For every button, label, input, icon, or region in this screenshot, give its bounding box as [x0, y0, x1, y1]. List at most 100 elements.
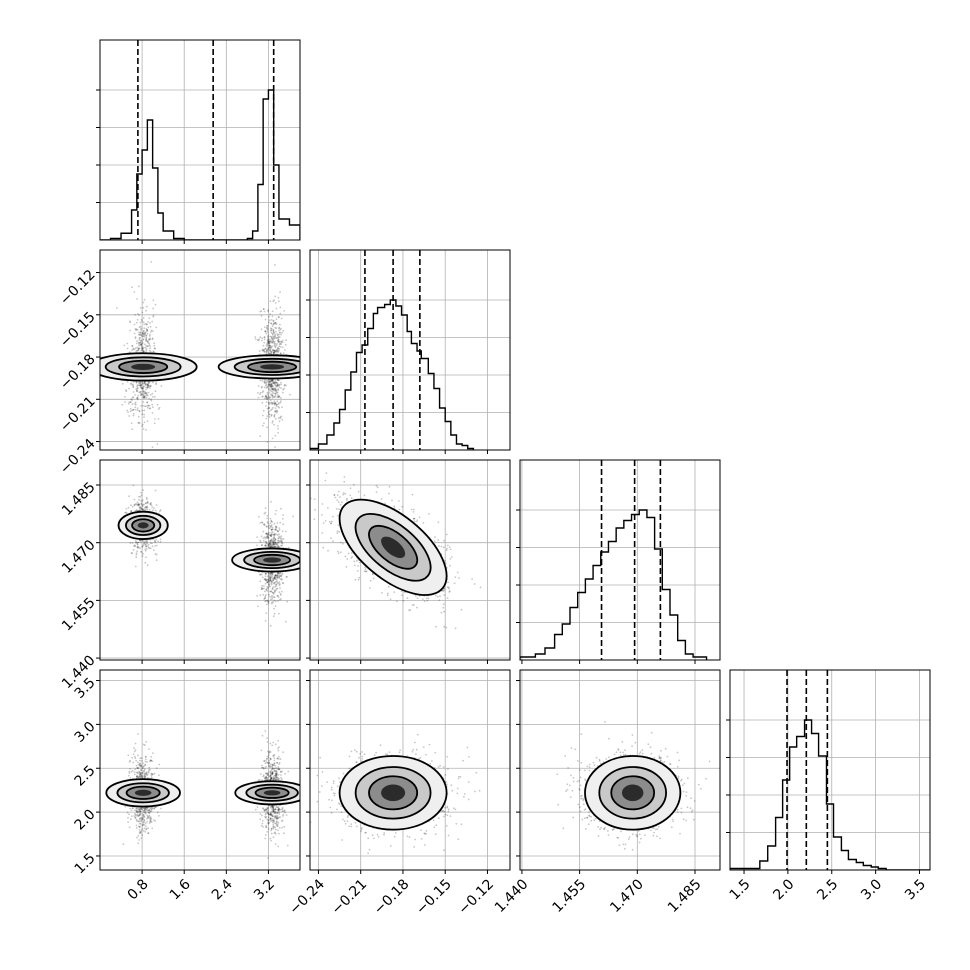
sample-point — [279, 540, 281, 543]
sample-point — [268, 585, 271, 588]
sample-point — [266, 579, 268, 582]
sample-point — [270, 385, 272, 388]
sample-point — [261, 584, 264, 587]
sample-point — [285, 339, 287, 342]
sample-point — [271, 807, 274, 809]
sample-point — [281, 391, 284, 394]
sample-point — [267, 536, 270, 539]
sample-point — [269, 818, 272, 820]
sample-point — [160, 385, 163, 387]
sample-point — [151, 542, 153, 545]
sample-point — [159, 509, 162, 512]
sample-point — [138, 832, 141, 834]
sample-point — [145, 337, 148, 340]
sample-point — [272, 322, 275, 325]
sample-point — [273, 577, 276, 579]
sample-point — [321, 514, 323, 516]
sample-point — [449, 558, 452, 560]
sample-point — [272, 825, 275, 827]
sample-point — [131, 344, 134, 347]
sample-point — [411, 493, 414, 496]
sample-point — [272, 538, 275, 541]
sample-point — [132, 391, 135, 393]
sample-point — [145, 323, 148, 326]
sample-point — [265, 600, 268, 602]
sample-point — [147, 404, 149, 407]
sample-point — [264, 776, 266, 779]
sample-point — [131, 542, 134, 544]
sample-point — [258, 515, 260, 518]
sample-point — [263, 326, 266, 328]
sample-point — [132, 409, 135, 411]
sample-point — [138, 764, 141, 767]
sample-point — [274, 528, 277, 531]
sample-point — [136, 328, 139, 331]
sample-point — [140, 757, 143, 759]
sample-point — [276, 409, 278, 412]
sample-point — [132, 408, 135, 411]
sample-point — [133, 323, 136, 326]
sample-point — [267, 525, 270, 527]
sample-point — [278, 340, 281, 343]
sample-point — [265, 578, 268, 581]
sample-point — [154, 553, 157, 555]
sample-point — [271, 580, 274, 583]
sample-point — [269, 758, 272, 761]
sample-point — [275, 576, 278, 579]
sample-point — [139, 765, 142, 768]
sample-point — [263, 381, 266, 384]
sample-point — [388, 485, 391, 488]
sample-point — [285, 384, 287, 387]
sample-point — [277, 431, 279, 434]
sample-point — [263, 336, 266, 339]
sample-point — [148, 814, 151, 817]
sample-point — [278, 327, 280, 330]
sample-point — [275, 390, 278, 393]
sample-point — [279, 587, 281, 589]
axis-frame — [519, 459, 721, 661]
sample-point — [142, 306, 145, 309]
sample-point — [278, 755, 280, 758]
sample-point — [265, 384, 267, 387]
sample-point — [270, 777, 272, 780]
sample-point — [271, 420, 274, 423]
sample-point — [136, 501, 139, 504]
sample-point — [149, 350, 152, 353]
sample-point — [273, 528, 276, 531]
sample-point — [143, 503, 146, 506]
sample-point — [266, 380, 269, 383]
sample-point — [265, 350, 267, 353]
sample-point — [270, 402, 272, 405]
sample-point — [448, 587, 450, 590]
sample-point — [141, 349, 144, 351]
sample-point — [343, 476, 346, 478]
sample-point — [266, 812, 269, 814]
sample-point — [268, 401, 271, 404]
sample-point — [137, 546, 140, 549]
sample-point — [272, 381, 275, 384]
sample-point — [271, 540, 274, 543]
sample-point — [267, 339, 270, 341]
sample-point — [270, 385, 273, 388]
sample-point — [254, 338, 257, 340]
sample-point — [278, 336, 281, 338]
sample-point — [150, 504, 153, 506]
sample-point — [139, 384, 142, 387]
sample-point — [142, 771, 144, 774]
sample-point — [146, 505, 148, 508]
sample-point — [136, 349, 139, 352]
sample-point — [278, 572, 280, 575]
sample-point — [135, 503, 138, 506]
sample-point — [281, 819, 284, 822]
sample-point — [272, 754, 275, 757]
sample-point — [278, 832, 280, 835]
sample-point — [149, 811, 152, 813]
sample-point — [278, 347, 280, 350]
sample-point — [272, 827, 275, 830]
sample-point — [152, 350, 155, 353]
sample-point — [448, 591, 451, 593]
sample-point — [152, 351, 155, 353]
sample-point — [139, 342, 141, 344]
sample-point — [145, 548, 148, 550]
sample-point — [277, 316, 280, 318]
